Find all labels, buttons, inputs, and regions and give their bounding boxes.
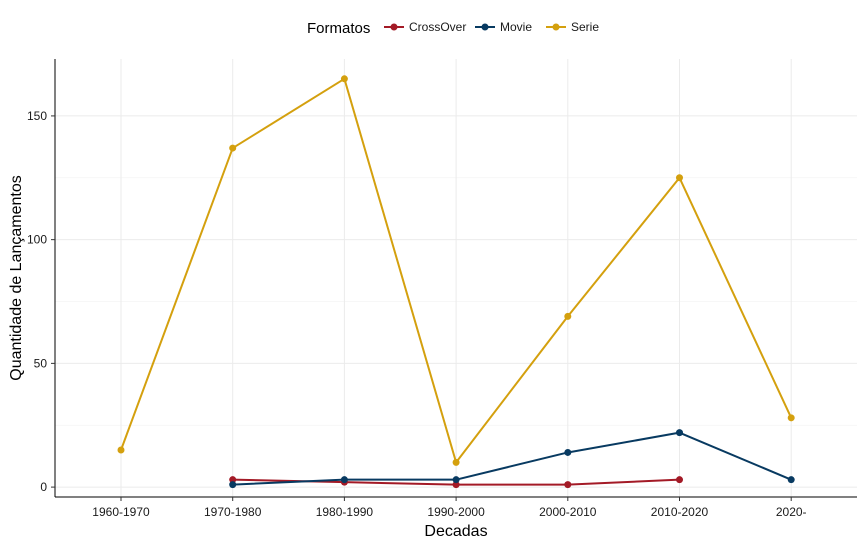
data-point-movie — [787, 476, 795, 484]
legend: Formatos CrossOver Movie Serie — [307, 20, 599, 37]
series — [117, 75, 795, 489]
data-point-serie — [340, 75, 348, 83]
series-line-movie — [232, 431, 792, 486]
data-point-serie — [564, 312, 572, 320]
data-point-crossover — [676, 476, 683, 484]
y-tick-label: 150 — [27, 109, 47, 123]
x-tick-label: 1960-1970 — [92, 505, 150, 519]
y-tick-label: 50 — [34, 356, 48, 370]
data-point-serie — [229, 144, 237, 152]
legend-label-crossover: CrossOver — [409, 20, 466, 34]
data-point-crossover — [564, 481, 572, 489]
data-point-crossover — [452, 481, 460, 489]
series-movie — [229, 429, 795, 489]
data-point-movie — [564, 448, 572, 456]
x-tick-label: 1980-1990 — [316, 505, 374, 519]
y-ticks: 0 50 100 150 — [27, 109, 55, 494]
data-point-serie — [452, 458, 460, 466]
data-point-movie — [452, 476, 460, 484]
y-tick-label: 100 — [27, 233, 47, 247]
x-axis-title: Decadas — [424, 523, 487, 540]
x-tick-label: 2020- — [776, 505, 807, 519]
data-point-movie — [676, 429, 683, 437]
data-point-serie — [676, 174, 683, 182]
x-ticks: 1960-1970 1970-1980 1980-1990 1990-2000 2000… — [92, 497, 807, 519]
data-point-movie — [340, 476, 348, 484]
grid — [55, 59, 857, 497]
legend-title: Formatos — [307, 20, 370, 37]
legend-label-serie: Serie — [571, 20, 599, 34]
legend-item-movie: Movie — [475, 20, 532, 34]
legend-item-crossover: CrossOver — [384, 20, 466, 34]
x-tick-label: 2000-2010 — [539, 505, 597, 519]
x-tick-label: 2010-2020 — [651, 505, 709, 519]
y-tick-label: 0 — [40, 480, 47, 494]
y-axis-title: Quantidade de Lançamentos — [8, 175, 25, 380]
legend-label-movie: Movie — [500, 20, 532, 34]
data-point-serie — [117, 446, 125, 454]
x-tick-label: 1990-2000 — [427, 505, 485, 519]
legend-key-point-crossover — [390, 23, 398, 31]
legend-key-point-serie — [552, 23, 560, 31]
data-point-serie — [787, 414, 795, 422]
legend-key-point-movie — [481, 23, 489, 31]
data-point-movie — [229, 481, 237, 489]
data-point-crossover — [229, 476, 237, 484]
x-tick-label: 1970-1980 — [204, 505, 262, 519]
legend-item-serie: Serie — [546, 20, 599, 34]
series-serie — [117, 75, 795, 466]
